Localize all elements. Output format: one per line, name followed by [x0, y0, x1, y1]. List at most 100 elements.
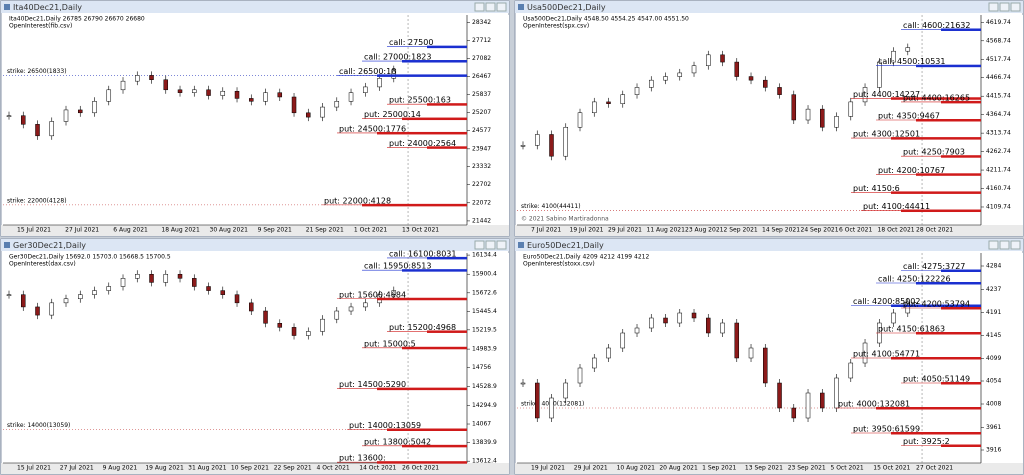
- level-label: call: 16100:8031: [389, 249, 457, 258]
- window-title: Ita40Dec21,Daily: [13, 3, 82, 12]
- date-label: 11 Aug 2021: [647, 227, 686, 234]
- open-interest-bar: [916, 119, 981, 122]
- window-button[interactable]: [999, 2, 1010, 12]
- strike-label: strike: 22000(4128): [7, 197, 67, 204]
- candle: [49, 121, 55, 137]
- candle: [877, 61, 882, 88]
- open-interest-bar: [402, 444, 467, 448]
- time-axis: [1, 225, 509, 236]
- price-label: 4284: [986, 263, 1001, 270]
- window-button[interactable]: [988, 240, 999, 250]
- date-label: 14 Sep 2021: [762, 227, 800, 234]
- candle: [206, 89, 211, 96]
- level-label: call: 4250:122226: [878, 275, 951, 284]
- candle: [149, 75, 154, 80]
- window-button[interactable]: [1010, 240, 1021, 250]
- candle: [563, 382, 569, 399]
- candle: [163, 273, 169, 283]
- price-label: 14983.9: [472, 346, 497, 353]
- candle: [35, 306, 40, 316]
- open-interest-bar: [901, 209, 981, 213]
- candle: [620, 332, 626, 349]
- candle: [320, 318, 325, 332]
- open-interest-bar: [916, 282, 981, 285]
- window-icon: [4, 4, 10, 10]
- open-interest-bar: [427, 103, 467, 106]
- open-interest-bar: [891, 304, 981, 307]
- level-label: put: 14500:5290: [339, 380, 406, 389]
- chart-window: Ger30Dec21,Daily Ger30Dec21,Daily 15692.0…: [0, 238, 510, 475]
- window-button[interactable]: [496, 2, 507, 12]
- window-icon: [4, 242, 10, 248]
- window-button[interactable]: [485, 240, 496, 250]
- open-interest-bar: [941, 155, 981, 158]
- candle: [391, 69, 397, 79]
- candle: [706, 317, 711, 334]
- window-button[interactable]: [999, 240, 1010, 250]
- candle: [777, 87, 782, 95]
- open-interest-bar: [941, 444, 981, 447]
- window-button[interactable]: [496, 240, 507, 250]
- price-label: 16134.4: [472, 252, 497, 259]
- open-interest-bar: [941, 269, 981, 272]
- candle: [805, 392, 811, 419]
- candle: [234, 294, 240, 304]
- candle: [577, 367, 583, 384]
- price-axis: [467, 15, 509, 225]
- price-label: 13839.9: [472, 439, 497, 446]
- candle: [234, 90, 240, 99]
- open-interest-bar: [876, 407, 981, 410]
- date-label: 28 Oct 2021: [916, 227, 953, 234]
- candle: [135, 75, 140, 82]
- window-button[interactable]: [1010, 2, 1021, 12]
- candle: [691, 312, 697, 319]
- price-label: 4619.74: [986, 19, 1011, 26]
- candle: [720, 322, 725, 334]
- level-label: put: 13600:: [339, 454, 386, 463]
- candle: [520, 382, 526, 385]
- indicator-name: OpenInterest(stoxx.csv): [523, 261, 595, 268]
- window-button[interactable]: [988, 2, 999, 12]
- candle: [663, 317, 668, 324]
- open-interest-bar: [891, 191, 981, 194]
- candle: [606, 101, 611, 104]
- price-label: 27712: [472, 37, 491, 44]
- date-label: 31 Aug 2021: [188, 465, 227, 472]
- price-label: 26467: [472, 73, 491, 80]
- date-label: 19 Jul 2021: [531, 465, 565, 472]
- candle: [791, 407, 797, 419]
- window-icon: [518, 242, 524, 248]
- title-bar: [1, 239, 509, 251]
- candle: [763, 347, 768, 384]
- window-button[interactable]: [474, 2, 485, 12]
- strike-label: strike: 14000(13059): [7, 422, 70, 429]
- open-interest-bar: [916, 173, 981, 176]
- candle: [748, 347, 754, 359]
- date-label: 7 Jul 2021: [531, 227, 561, 234]
- date-label: 4 Oct 2021: [316, 465, 349, 472]
- price-label: 14294.9: [472, 402, 497, 409]
- price-label: 25207: [472, 109, 491, 116]
- open-interest-bar: [891, 137, 981, 140]
- candle: [320, 106, 325, 118]
- window-button[interactable]: [474, 240, 485, 250]
- candle: [734, 322, 740, 359]
- candle: [120, 278, 126, 287]
- candle: [206, 286, 211, 291]
- candle: [592, 101, 597, 114]
- price-label: 23947: [472, 145, 491, 152]
- level-label: call: 4600:21632: [903, 21, 971, 30]
- open-interest-bar: [427, 256, 467, 260]
- candle: [634, 87, 640, 95]
- date-label: 23 Sep 2021: [788, 465, 826, 472]
- level-label: put: 24000:2564: [389, 139, 456, 148]
- candle: [348, 306, 354, 312]
- window-button[interactable]: [485, 2, 496, 12]
- open-interest-bar: [891, 97, 981, 100]
- level-label: put: 4150:6: [853, 184, 900, 193]
- date-label: 30 Aug 2021: [210, 227, 249, 234]
- candle: [649, 317, 654, 329]
- candle: [306, 112, 311, 118]
- price-label: 4008: [986, 401, 1001, 408]
- price-label: 4099: [986, 355, 1001, 362]
